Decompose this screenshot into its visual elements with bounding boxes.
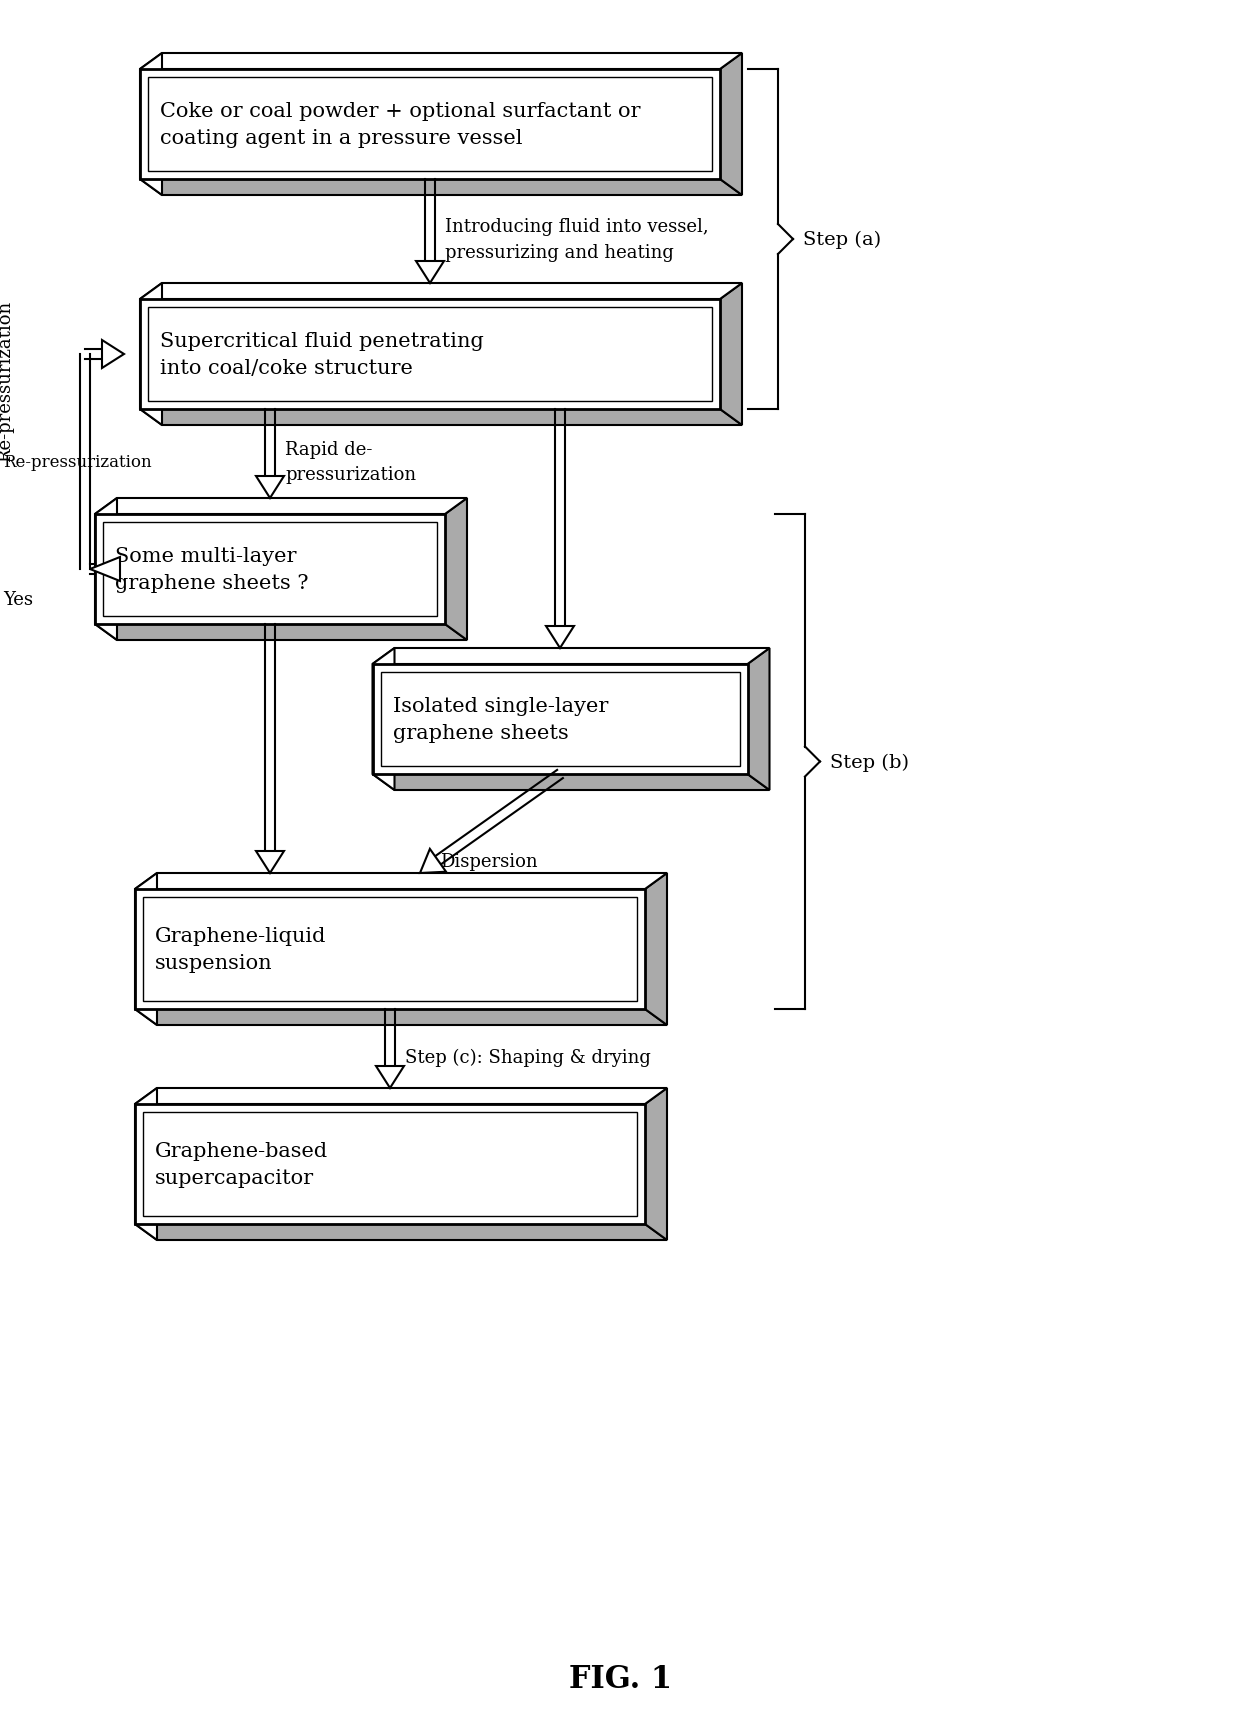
Bar [143, 898, 637, 1001]
Text: Graphene-based
supercapacitor: Graphene-based supercapacitor [155, 1142, 329, 1187]
Polygon shape [376, 1067, 404, 1089]
Polygon shape [135, 1010, 667, 1025]
Bar [135, 889, 645, 1010]
Text: Yes: Yes [2, 591, 33, 608]
Text: Rapid de-
pressurization: Rapid de- pressurization [285, 441, 417, 484]
Polygon shape [135, 874, 157, 1025]
Polygon shape [135, 1089, 157, 1241]
Bar [381, 672, 739, 767]
Polygon shape [140, 284, 742, 300]
Polygon shape [140, 284, 162, 426]
Polygon shape [720, 53, 742, 196]
Text: FIG. 1: FIG. 1 [568, 1663, 672, 1694]
Text: Re-pressurization: Re-pressurization [2, 453, 151, 470]
Bar [372, 665, 748, 775]
Polygon shape [445, 498, 467, 641]
Text: Graphene-liquid
suspension: Graphene-liquid suspension [155, 927, 326, 972]
Polygon shape [255, 851, 284, 874]
Bar [95, 515, 445, 625]
Text: Introducing fluid into vessel,
pressurizing and heating: Introducing fluid into vessel, pressuriz… [445, 219, 708, 262]
Polygon shape [135, 1225, 667, 1241]
Text: Isolated single-layer
graphene sheets: Isolated single-layer graphene sheets [393, 696, 608, 743]
Polygon shape [720, 284, 742, 426]
Bar [148, 308, 712, 401]
Text: Re-pressurization: Re-pressurization [0, 302, 14, 462]
Polygon shape [372, 648, 394, 791]
Polygon shape [135, 874, 667, 889]
Bar [140, 71, 720, 179]
Polygon shape [372, 648, 770, 665]
Polygon shape [140, 53, 162, 196]
Bar [140, 300, 720, 410]
Polygon shape [102, 341, 124, 369]
Polygon shape [140, 410, 742, 426]
Bar [135, 1104, 645, 1225]
Text: Step (c): Shaping & drying: Step (c): Shaping & drying [405, 1048, 651, 1067]
Text: Dispersion: Dispersion [440, 853, 538, 872]
Bar [148, 78, 712, 172]
Polygon shape [140, 179, 742, 196]
Polygon shape [135, 1089, 667, 1104]
Polygon shape [95, 625, 467, 641]
Text: Step (a): Step (a) [804, 231, 882, 250]
Text: Step (b): Step (b) [830, 753, 909, 772]
Bar [143, 1113, 637, 1216]
Polygon shape [372, 775, 770, 791]
Bar [103, 522, 436, 617]
Polygon shape [415, 262, 444, 284]
Text: Coke or coal powder + optional surfactant or
coating agent in a pressure vessel: Coke or coal powder + optional surfactan… [160, 102, 641, 148]
Polygon shape [546, 627, 574, 648]
Polygon shape [748, 648, 770, 791]
Text: Some multi-layer
graphene sheets ?: Some multi-layer graphene sheets ? [115, 546, 309, 593]
Polygon shape [140, 53, 742, 71]
Polygon shape [255, 477, 284, 498]
Polygon shape [645, 1089, 667, 1241]
Polygon shape [91, 558, 120, 582]
Text: Supercritical fluid penetrating
into coal/coke structure: Supercritical fluid penetrating into coa… [160, 333, 484, 377]
Polygon shape [95, 498, 467, 515]
Polygon shape [95, 498, 117, 641]
Polygon shape [420, 849, 446, 874]
Polygon shape [645, 874, 667, 1025]
